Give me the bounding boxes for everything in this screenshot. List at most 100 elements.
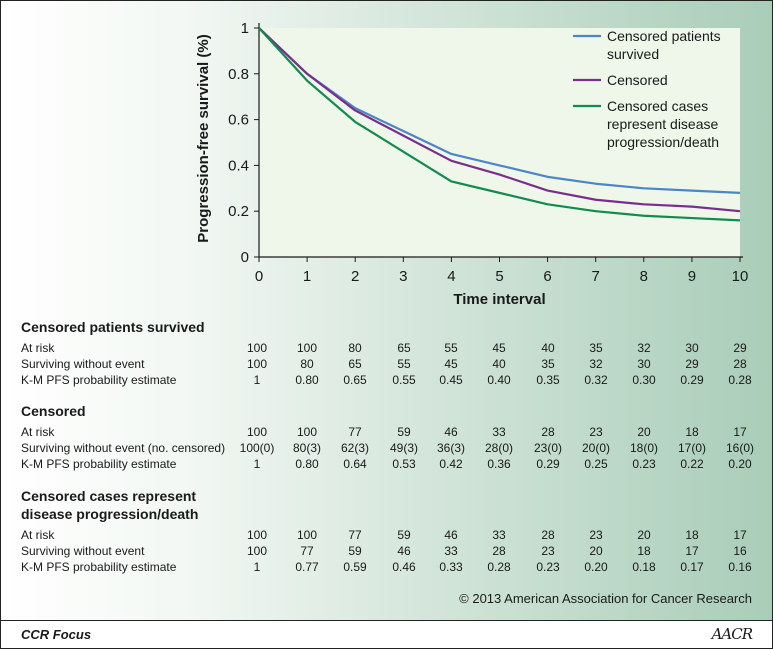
table-row-label: At risk [21,425,55,439]
table-cell: 46 [397,544,411,558]
y-tick-label: 1 [241,20,249,37]
plot-area [259,28,740,257]
table-cell: 0.80 [295,457,319,471]
table-cell: 0.64 [343,457,367,471]
table-cell: 17(0) [677,441,706,455]
table-cell: 16 [733,544,747,558]
table-row-label: K-M PFS probability estimate [21,373,177,387]
table-cell: 18(0) [629,441,658,455]
table-cell: 100 [296,425,318,439]
legend-label: Censored patients [607,28,721,44]
table-cell: 29 [733,341,747,355]
table-cell: 0.40 [487,373,511,387]
table-cell: 28 [733,357,747,371]
table-cell: 35 [541,357,555,371]
table-cell: 0.77 [295,560,319,574]
table-cell: 65 [348,357,362,371]
table-cell: 0.22 [680,457,704,471]
series-line [258,27,741,222]
table-cell: 59 [348,544,362,558]
copyright-notice: © 2013 American Association for Cancer R… [459,591,752,606]
table-section-title: disease progression/death [21,506,199,522]
table-cell: 16(0) [725,441,754,455]
table-cell: 1 [253,373,261,387]
table-cell: 0.53 [392,457,416,471]
legend-label: Censored [607,72,668,88]
table-cell: 45 [492,341,506,355]
table-cell: 23(0) [533,441,562,455]
x-tick-label: 8 [640,268,648,285]
table-cell: 20 [637,425,651,439]
table-cell: 35 [589,341,603,355]
table-cell: 100 [246,425,268,439]
table-section-title: Censored cases represent [21,488,197,504]
x-tick-label: 5 [495,268,503,285]
table-cell: 36(3) [436,441,465,455]
table-cell: 0.16 [728,560,752,574]
table-row-label: At risk [21,341,55,355]
table-cell: 0.23 [536,560,560,574]
aacr-logo: AACR [711,625,753,643]
table-cell: 30 [685,341,699,355]
table-cell: 17 [685,544,699,558]
x-tick-label: 9 [688,268,696,285]
table-cell: 28 [492,544,506,558]
table-cell: 28 [541,528,555,542]
series-line [258,27,741,213]
table-row-label: Surviving without event (no. censored) [21,441,226,455]
table-cell: 77 [300,544,314,558]
table-section-title: Censored patients survived [21,319,205,335]
table-cell: 20 [589,544,603,558]
table-cell: 0.28 [487,560,511,574]
table-row-label: Surviving without event [21,544,145,558]
table-cell: 18 [685,425,699,439]
table-cell: 1 [253,560,261,574]
table-cell: 59 [397,528,411,542]
table-cell: 0.36 [487,457,511,471]
table-cell: 77 [348,425,362,439]
table-cell: 100(0) [239,441,275,455]
table-cell: 0.29 [680,373,704,387]
table-cell: 17 [733,528,747,542]
legend-label: represent disease [607,116,719,132]
series-line [258,27,741,194]
x-tick-label: 2 [351,268,359,285]
table-cell: 0.80 [295,373,319,387]
table-cell: 100 [246,544,268,558]
table-cell: 45 [444,357,458,371]
table-cell: 17 [733,425,747,439]
table-cell: 28(0) [484,441,513,455]
table-cell: 32 [589,357,603,371]
survival-chart: 0 1 2 3 4 5 6 7 8 9 10 0 0.2 0.4 0.6 0.8 1 Time interval P… [195,20,748,308]
table-cell: 0.20 [584,560,608,574]
table-cell: 23 [541,544,555,558]
table-cell: 33 [492,528,506,542]
table-cell: 59 [397,425,411,439]
journal-name: CCR Focus [21,627,92,642]
table-cell: 0.20 [728,457,752,471]
x-tick-label: 7 [592,268,600,285]
table-cell: 0.29 [536,457,560,471]
table-cell: 0.17 [680,560,704,574]
table-cell: 100 [246,357,268,371]
table-cell: 55 [397,357,411,371]
table-cell: 33 [444,544,458,558]
table-cell: 32 [637,341,651,355]
table-cell: 0.42 [439,457,463,471]
table-cell: 20(0) [581,441,610,455]
x-tick-label: 3 [399,268,407,285]
table-cell: 0.65 [343,373,367,387]
table-cell: 30 [637,357,651,371]
table-row-label: Surviving without event [21,357,145,371]
y-axis-title: Progression-free survival (%) [195,34,212,242]
y-tick-label: 0.4 [228,157,249,174]
legend-label: survived [607,46,659,62]
table-cell: 46 [444,528,458,542]
table-cell: 40 [541,341,555,355]
table-cell: 0.32 [584,373,608,387]
x-tick-label: 0 [255,268,263,285]
footer-bar: CCR Focus AACR [1,620,772,648]
table-cell: 0.46 [392,560,416,574]
table-cell: 100 [246,341,268,355]
y-tick-label: 0 [241,249,249,266]
